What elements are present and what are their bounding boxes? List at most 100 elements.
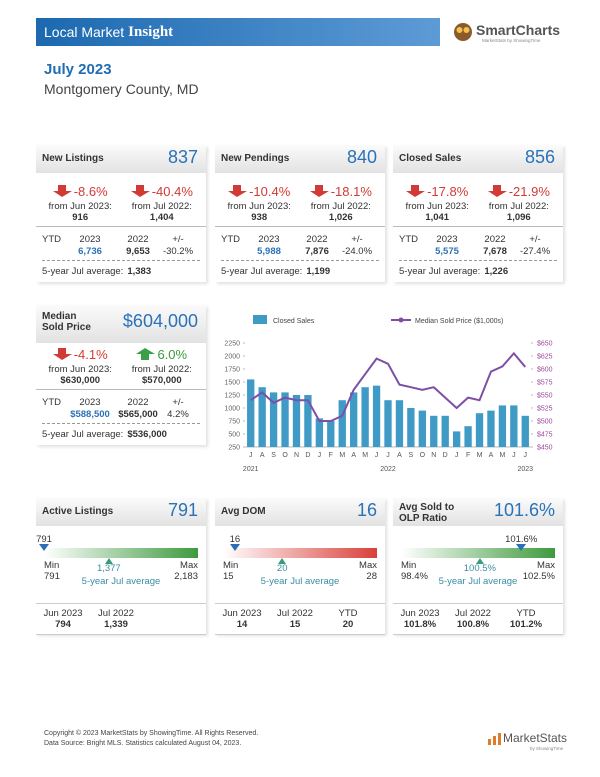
x-tick-label: S: [409, 452, 414, 459]
y2-tick-label: $525: [537, 406, 553, 413]
brand-bold: Insight: [128, 23, 174, 40]
max-label: Max: [180, 560, 198, 571]
x-tick-label: F: [466, 452, 470, 459]
bar: [384, 400, 392, 447]
change-base: 1,096: [506, 212, 531, 223]
year-label: 2022: [380, 466, 396, 473]
footer-copyright: Copyright © 2023 MarketStats by ShowingT…: [44, 730, 259, 737]
ytd-header: 2022: [127, 397, 149, 408]
card-title: Median Sold Price: [42, 311, 91, 333]
ytd-value: 5,988: [257, 246, 281, 257]
bar: [292, 395, 301, 447]
x-tick-label: J: [318, 452, 322, 459]
bar: [464, 426, 472, 447]
card-header: [36, 305, 206, 343]
change-percent: -21.9%: [508, 183, 550, 199]
x-tick-label: M: [499, 452, 505, 459]
arrow-shape: [136, 348, 156, 360]
history-label: Jun 2023: [43, 608, 83, 619]
gauge-bar: [44, 548, 198, 558]
ytd-value: $588,500: [70, 409, 110, 420]
bar: [350, 392, 358, 447]
max-label: Max: [359, 560, 377, 571]
history-label: YTD: [516, 608, 536, 619]
card-header: [215, 145, 385, 173]
average-label: 5-year Jul average:: [399, 266, 481, 277]
ytd-header: +/-: [351, 234, 363, 245]
change-label: from Jul 2022:: [310, 201, 371, 212]
history-label: Jun 2023: [222, 608, 262, 619]
ytd-header: +/-: [529, 234, 541, 245]
current-label: 16: [229, 534, 241, 545]
arrow-shape: [130, 185, 150, 197]
x-tick-label: M: [477, 452, 483, 459]
bar: [247, 379, 255, 447]
ytd-value: 6,736: [78, 246, 102, 257]
ytd-label: YTD: [399, 234, 418, 245]
average-value: 100.5%: [463, 563, 496, 574]
gauge-card: Avg DOM 16 16 20 5-year Jul average Min 15 Max 2…: [215, 498, 385, 635]
ytd-header: 2023: [436, 234, 458, 245]
arrow-icon: [136, 348, 156, 360]
bar: [510, 405, 518, 447]
dashed-divider: [399, 260, 557, 261]
brand-light: Local Market: [44, 24, 125, 40]
ytd-value: -30.2%: [162, 246, 194, 257]
average-label: 5-year Jul average:: [221, 266, 303, 277]
card-value: 791: [167, 500, 198, 520]
card-title: New Listings: [42, 153, 104, 164]
divider: [36, 389, 206, 390]
y-tick-label: 2250: [224, 341, 240, 348]
metric-card: Median Sold Price $604,000 -4.1% from Jun 2…: [36, 305, 206, 445]
change-row: 6.0%: [117, 346, 207, 362]
arrow-shape: [309, 185, 329, 197]
logo-text: SmartCharts: [476, 22, 561, 38]
arrow-icon: [52, 185, 72, 197]
change-label: from Jul 2022:: [131, 364, 192, 375]
history-value: 14: [236, 619, 248, 630]
average-marker: [278, 558, 287, 564]
ytd-header: +/-: [172, 234, 184, 245]
bar: [521, 415, 529, 447]
min-label: Min: [401, 560, 417, 571]
min-label: Min: [223, 560, 239, 571]
change-base: 1,041: [425, 212, 450, 223]
bar: [338, 400, 346, 447]
change-base: $630,000: [60, 375, 101, 386]
change-base: 916: [72, 212, 89, 223]
card-header: [393, 145, 563, 173]
y-tick-label: 2000: [224, 354, 240, 361]
average-label: 5-year Jul average:: [42, 429, 124, 440]
x-tick-label: J: [386, 452, 390, 459]
change-base: 1,404: [149, 212, 174, 223]
x-tick-label: N: [294, 452, 299, 459]
ytd-header: 2022: [306, 234, 328, 245]
arrow-icon: [130, 185, 150, 197]
arrow-icon: [487, 185, 507, 197]
history-value: 101.2%: [509, 619, 543, 630]
ytd-label: YTD: [221, 234, 240, 245]
bar: [395, 400, 404, 447]
bar: [327, 421, 335, 447]
x-tick-label: D: [305, 452, 310, 459]
arrow-shape: [487, 185, 507, 197]
bar: [498, 405, 507, 447]
metric-card: New Pendings 840 -10.4% from Jun 2023: 938 -1…: [215, 145, 385, 282]
average-label: 5-year Jul average: [260, 576, 340, 587]
ytd-header: 2022: [127, 234, 149, 245]
change-base: $570,000: [141, 375, 182, 386]
card-header: [36, 145, 206, 173]
report-period: July 2023: [44, 61, 112, 78]
chart: 250 500 750 1000 1250 1500 1750 2000 2250 $450 $47…: [224, 315, 553, 473]
year-label: 2023: [517, 466, 533, 473]
history-label: Jul 2022: [455, 608, 491, 619]
y-tick-label: 1500: [224, 380, 240, 387]
average-value: 1,199: [306, 266, 331, 277]
ytd-header: 2023: [79, 234, 101, 245]
history-label: Jun 2023: [400, 608, 440, 619]
bar: [407, 408, 415, 447]
y2-tick-label: $600: [537, 367, 553, 374]
x-tick-label: F: [329, 452, 333, 459]
dashed-divider: [221, 260, 379, 261]
card-value: 840: [346, 147, 377, 167]
